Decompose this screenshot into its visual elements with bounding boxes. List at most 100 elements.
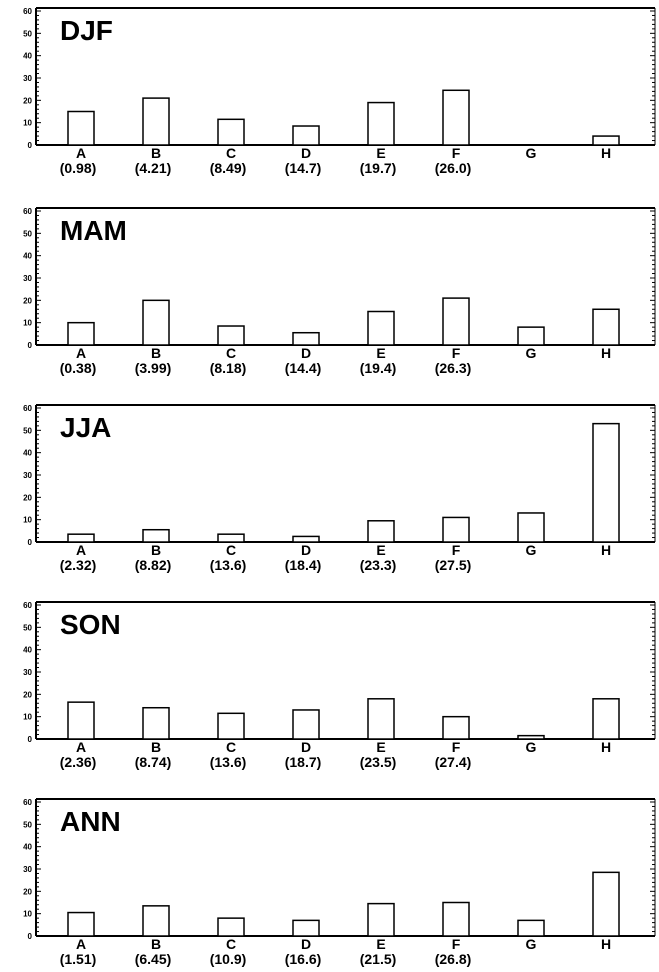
category-label: H — [601, 739, 611, 755]
bar — [292, 331, 320, 346]
category-value-label: (26.0) — [435, 160, 472, 176]
y-tick-label: 60 — [23, 601, 32, 610]
bar — [142, 528, 170, 543]
category-value-label: (21.5) — [360, 951, 397, 967]
bar — [292, 125, 320, 146]
bar — [67, 110, 95, 146]
category-label: A — [76, 345, 86, 361]
category-value-label: (18.7) — [285, 754, 322, 770]
category-label: E — [376, 739, 385, 755]
category-label: C — [226, 739, 236, 755]
y-tick-label: 10 — [23, 910, 32, 919]
bar — [517, 919, 545, 937]
category-label: C — [226, 542, 236, 558]
category-value-label: (26.8) — [435, 951, 472, 967]
bar — [592, 308, 620, 346]
category-label: G — [526, 542, 537, 558]
bar — [517, 326, 545, 346]
bar — [517, 734, 545, 740]
bar — [367, 520, 395, 543]
chart-panel: 0 10 20 30 40 50 60 JJA A(2.32) B(8.82) C(13.6) D(1… — [23, 404, 656, 573]
y-tick-label: 50 — [23, 820, 32, 829]
category-value-label: (18.4) — [285, 557, 322, 573]
bar — [292, 709, 320, 740]
bar — [367, 698, 395, 740]
bar — [592, 871, 620, 937]
y-tick-label: 40 — [23, 646, 32, 655]
y-tick-label: 50 — [23, 29, 32, 38]
y-tick-label: 50 — [23, 229, 32, 238]
bar — [142, 706, 170, 740]
category-value-label: (8.74) — [135, 754, 172, 770]
bar — [442, 297, 470, 346]
bar — [67, 911, 95, 937]
category-label: H — [601, 345, 611, 361]
chart-panel: 0 10 20 30 40 50 60 ANN A(1.51) B(6.45) C(10.9) D(1… — [23, 798, 656, 967]
y-tick-label: 60 — [23, 7, 32, 16]
category-label: A — [76, 145, 86, 161]
y-tick-label: 0 — [28, 538, 33, 547]
y-tick-label: 60 — [23, 207, 32, 216]
category-value-label: (14.7) — [285, 160, 322, 176]
category-label: D — [301, 936, 311, 952]
bar — [67, 321, 95, 346]
category-label: G — [526, 345, 537, 361]
category-label: B — [151, 739, 161, 755]
panel-title: JJA — [60, 412, 111, 443]
category-label: D — [301, 739, 311, 755]
category-label: C — [226, 936, 236, 952]
bar — [217, 533, 245, 543]
category-label: E — [376, 542, 385, 558]
bar — [592, 422, 620, 543]
category-value-label: (23.5) — [360, 754, 397, 770]
y-tick-label: 30 — [23, 74, 32, 83]
bar — [217, 917, 245, 937]
bar — [142, 299, 170, 346]
y-tick-label: 50 — [23, 426, 32, 435]
bar — [442, 715, 470, 740]
y-tick-label: 0 — [28, 735, 33, 744]
category-value-label: (4.21) — [135, 160, 172, 176]
category-value-label: (2.32) — [60, 557, 97, 573]
category-value-label: (27.5) — [435, 557, 472, 573]
category-label: A — [76, 936, 86, 952]
category-label: F — [452, 739, 461, 755]
category-value-label: (10.9) — [210, 951, 247, 967]
category-value-label: (3.99) — [135, 360, 172, 376]
y-tick-label: 40 — [23, 843, 32, 852]
bar — [367, 902, 395, 937]
category-value-label: (8.49) — [210, 160, 247, 176]
category-label: C — [226, 345, 236, 361]
category-value-label: (13.6) — [210, 754, 247, 770]
category-label: G — [526, 936, 537, 952]
category-label: B — [151, 936, 161, 952]
bar — [292, 919, 320, 937]
category-label: F — [452, 145, 461, 161]
bar — [292, 535, 320, 543]
category-value-label: (23.3) — [360, 557, 397, 573]
y-tick-label: 10 — [23, 516, 32, 525]
category-label: F — [452, 936, 461, 952]
bar — [367, 101, 395, 146]
bar — [67, 701, 95, 740]
panel-title: ANN — [60, 806, 121, 837]
category-value-label: (8.82) — [135, 557, 172, 573]
category-value-label: (19.4) — [360, 360, 397, 376]
chart-panel: 0 10 20 30 40 50 60 SON A(2.36) B(8.74) C(13.6) D(1… — [23, 601, 656, 770]
category-label: G — [526, 739, 537, 755]
category-value-label: (1.51) — [60, 951, 97, 967]
category-value-label: (8.18) — [210, 360, 247, 376]
y-tick-label: 20 — [23, 96, 32, 105]
bar — [67, 533, 95, 543]
category-label: A — [76, 542, 86, 558]
category-value-label: (0.38) — [60, 360, 97, 376]
category-label: D — [301, 145, 311, 161]
category-label: G — [526, 145, 537, 161]
panel-title: MAM — [60, 215, 127, 246]
category-label: H — [601, 936, 611, 952]
bar — [217, 325, 245, 346]
bar — [442, 516, 470, 543]
y-tick-label: 50 — [23, 623, 32, 632]
y-tick-label: 30 — [23, 274, 32, 283]
